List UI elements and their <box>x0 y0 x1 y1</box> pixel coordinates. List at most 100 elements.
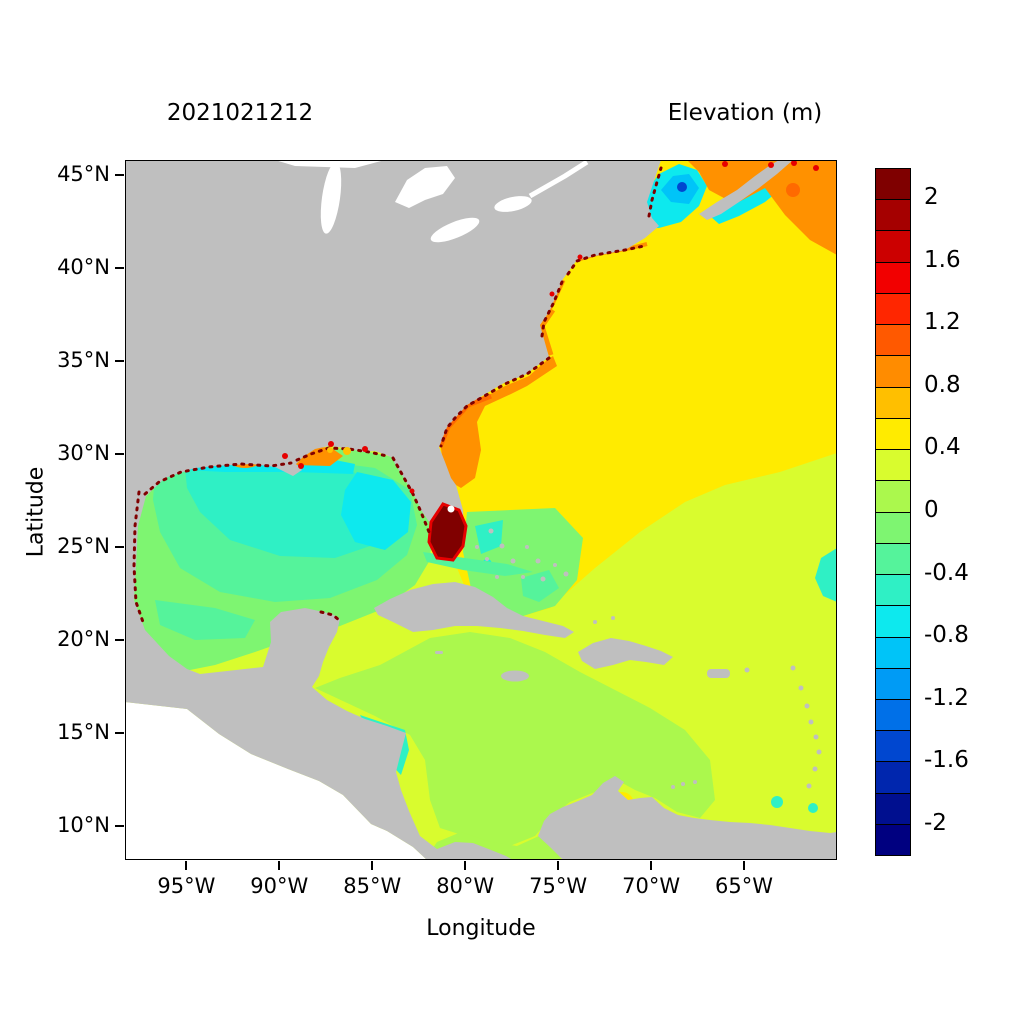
island-jamaica <box>501 670 529 682</box>
y-tick-mark <box>115 173 124 176</box>
colorbar-segment <box>876 450 910 482</box>
antilles-turquoise-dots <box>771 796 818 813</box>
colorbar-tick-label: 0.8 <box>924 371 961 398</box>
y-tick-label: 35°N <box>57 348 110 373</box>
island-hispaniola <box>578 638 673 669</box>
colorbar-segment <box>876 387 910 419</box>
bay-of-fundy-orange-region <box>687 160 837 255</box>
x-tick-label: 70°W <box>622 874 681 898</box>
st-lawrence-river <box>528 160 589 199</box>
map-canvas <box>125 160 837 860</box>
colorbar-segment <box>876 731 910 763</box>
colorbar-tick-label: 1.2 <box>924 309 961 336</box>
colorbar-segment <box>876 699 910 732</box>
caribbean-green-region <box>315 632 715 848</box>
colorbar-tick-label: 2 <box>924 184 939 211</box>
colorbar-tick-label: -1.6 <box>924 747 969 774</box>
colorbar <box>875 168 911 856</box>
colorbar-tick-label: 0 <box>924 497 939 523</box>
gulf-of-maine-deep-blue-dot <box>677 182 687 192</box>
x-axis-tick-marks <box>125 861 837 870</box>
lake-huron <box>395 166 455 208</box>
fundy-red-blob <box>786 183 800 197</box>
colorbar-segment <box>876 606 910 638</box>
colorbar-segment <box>876 481 910 513</box>
lake-ontario <box>494 196 532 212</box>
y-tick-mark <box>115 360 124 363</box>
y-tick-label: 15°N <box>57 720 110 745</box>
right-edge-turquoise-patch <box>815 548 837 602</box>
x-tick-label: 75°W <box>529 874 588 898</box>
colorbar-tick-labels: 2 1.6 1.2 0.8 0.4 0 -0.4 -0.8 -1.2 -1.6 -2 <box>924 168 1004 856</box>
x-tick-mark <box>464 861 467 870</box>
x-tick-label: 95°W <box>157 874 216 898</box>
x-tick-mark <box>278 861 281 870</box>
y-tick-label: 40°N <box>57 254 110 279</box>
x-axis-title: Longitude <box>426 916 536 941</box>
bahamas-cyan-green-patch <box>521 570 559 602</box>
colorbar-tick-label: 1.6 <box>924 246 961 273</box>
campeche-cyan-green-streak <box>155 600 255 640</box>
y-tick-mark <box>115 639 124 642</box>
colorbar-segment <box>876 356 910 388</box>
bahamas-turquoise-patch <box>475 520 503 554</box>
colorbar-segment <box>876 824 910 856</box>
island-puerto-rico <box>707 669 730 678</box>
y-tick-label: 45°N <box>57 161 110 186</box>
y-axis-tick-marks <box>115 160 124 860</box>
colorbar-segment <box>876 200 910 232</box>
x-axis-tick-labels: 95°W 90°W 85°W 80°W 75°W 70°W 65°W <box>125 874 837 900</box>
x-tick-mark <box>557 861 560 870</box>
colorbar-segment <box>876 762 910 794</box>
x-tick-label: 85°W <box>343 874 402 898</box>
x-tick-label: 65°W <box>715 874 774 898</box>
land-south-america <box>538 776 837 860</box>
x-tick-label: 90°W <box>250 874 309 898</box>
land-nova-scotia <box>699 160 793 220</box>
colorbar-segment <box>876 231 910 263</box>
y-tick-mark <box>115 546 124 549</box>
x-tick-mark <box>650 861 653 870</box>
west-florida-cyan-pocket <box>341 472 411 550</box>
x-tick-mark <box>371 861 374 870</box>
pacific-no-data-region <box>125 702 427 860</box>
run-timestamp-title: 2021021212 <box>166 100 314 126</box>
colorbar-tick-label: 0.4 <box>924 434 961 461</box>
y-tick-label: 20°N <box>57 627 110 652</box>
lake-michigan <box>320 162 342 234</box>
surge-red-accent-dots <box>282 160 819 494</box>
colorbar-segment <box>876 543 910 576</box>
colorbar-tick-label: -2 <box>924 809 947 836</box>
y-tick-mark <box>115 453 124 456</box>
y-tick-label: 30°N <box>57 441 110 466</box>
x-tick-mark <box>743 861 746 870</box>
y-tick-label: 25°N <box>57 534 110 559</box>
y-axis-tick-labels: 45°N 40°N 35°N 30°N 25°N 20°N 15°N 10°N <box>24 160 110 860</box>
lake-superior <box>275 160 385 168</box>
colorbar-segment <box>876 512 910 544</box>
y-tick-mark <box>115 266 124 269</box>
gulf-coast-orange-dots <box>327 447 351 455</box>
coastal-surge-speckles <box>132 166 663 624</box>
colorbar-tick-label: -0.4 <box>924 559 969 586</box>
colorbar-segment <box>876 262 910 294</box>
y-tick-label: 10°N <box>57 813 110 838</box>
florida-surge-dark-red-blob <box>427 502 468 562</box>
colorbar-segment <box>876 668 910 700</box>
colorbar-segment <box>876 575 910 607</box>
colorbar-tick-label: -1.2 <box>924 684 969 711</box>
x-tick-label: 80°W <box>436 874 495 898</box>
y-tick-mark <box>115 732 124 735</box>
colorbar-title: Elevation (m) <box>667 100 823 126</box>
colorbar-segment <box>876 418 910 451</box>
colorbar-tick-label: -0.8 <box>924 622 969 649</box>
lesser-antilles-island-specks <box>671 665 822 789</box>
island-grand-cayman <box>435 651 443 654</box>
x-tick-mark <box>185 861 188 870</box>
land-north-america <box>125 160 661 860</box>
colorbar-segment <box>876 325 910 357</box>
y-axis-title: Latitude <box>23 466 49 558</box>
colorbar-segment <box>876 293 910 326</box>
gulf-turquoise-region <box>185 462 387 558</box>
bahamas-island-specks <box>475 528 615 624</box>
